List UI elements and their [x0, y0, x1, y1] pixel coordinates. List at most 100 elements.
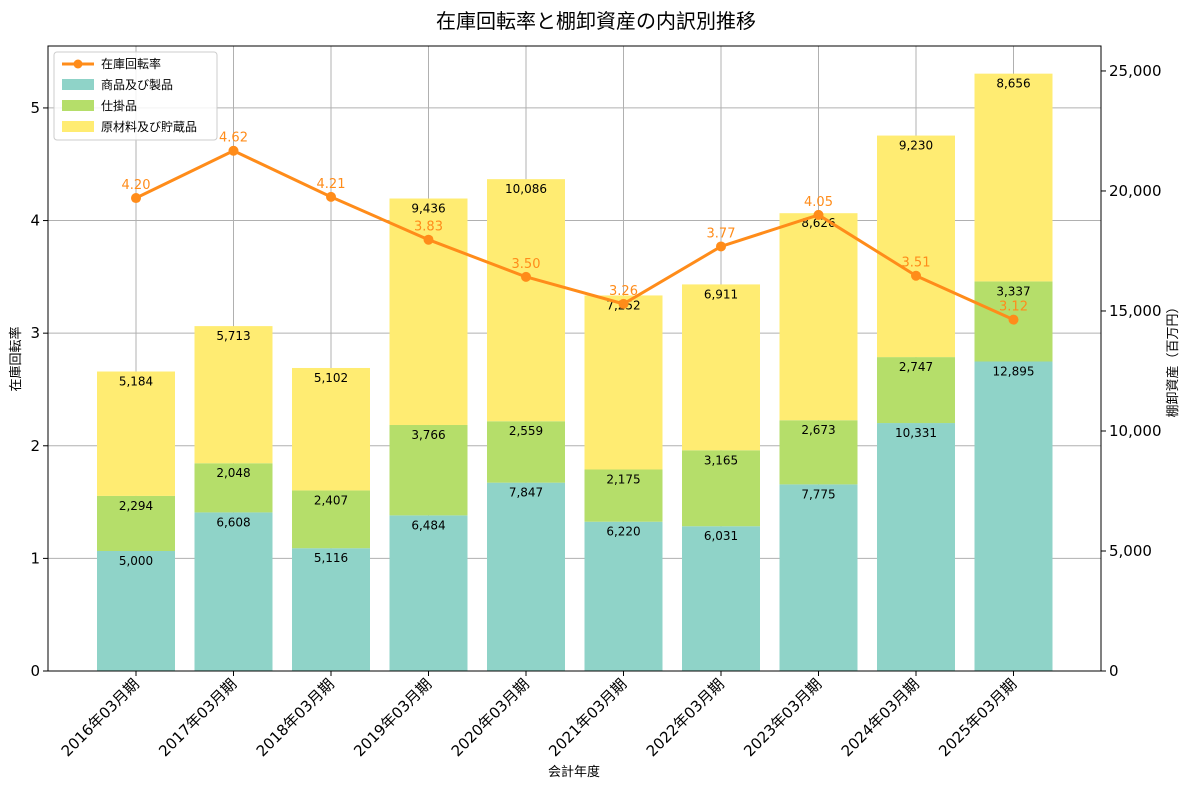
bar-1-6	[682, 450, 760, 527]
bar-label-0-4: 7,847	[509, 486, 543, 500]
turnover-label-6: 3.77	[707, 226, 736, 241]
turnover-point-0	[131, 193, 141, 204]
bar-label-2-6: 6,911	[704, 287, 738, 301]
turnover-label-4: 3.50	[512, 257, 541, 272]
turnover-polyline	[135, 149, 1015, 322]
bar-label-1-1: 2,048	[216, 466, 250, 480]
bar-0-3	[389, 515, 468, 671]
bar-label-2-4: 10,086	[505, 182, 547, 196]
left-tick-label-1: 1	[30, 549, 40, 567]
turnover-point-7	[813, 209, 824, 220]
bar-label-2-3: 9,436	[411, 202, 445, 216]
bar-label-0-0: 5,000	[119, 554, 153, 568]
legend-label-line: 在庫回転率	[101, 56, 161, 71]
bar-label-1-7: 2,673	[801, 423, 835, 437]
x-tick-label-9: 2025年03月期	[935, 675, 1020, 760]
bar-2-0	[97, 371, 175, 496]
turnover-point-8	[911, 270, 921, 281]
turnover-label-7: 4.05	[804, 195, 833, 210]
x-tick-label-7: 2023年03月期	[740, 675, 825, 760]
right-tick-label-4: 20,000	[1109, 182, 1162, 200]
legend-label-finished-goods: 商品及び製品	[101, 77, 173, 92]
bar-label-2-8: 9,230	[899, 139, 933, 153]
right-tick-label-2: 10,000	[1109, 422, 1162, 440]
x-tick-label-0: 2016年03月期	[58, 675, 143, 760]
x-tick-label-3: 2019年03月期	[350, 675, 435, 760]
bar-2-1	[194, 326, 273, 464]
left-tick-label-2: 2	[30, 437, 40, 455]
x-tick-label-5: 2021年03月期	[545, 675, 630, 760]
bar-2-8	[877, 135, 955, 358]
left-tick-label-5: 5	[30, 99, 40, 117]
bar-1-0	[97, 495, 175, 551]
bar-0-7	[779, 484, 858, 671]
bar-label-2-0: 5,184	[119, 375, 153, 389]
bar-label-0-5: 6,220	[606, 525, 640, 539]
turnover-label-9: 3.12	[999, 300, 1028, 315]
bar-2-7	[779, 213, 858, 421]
legend-frame	[53, 51, 218, 141]
bar-label-1-9: 3,337	[996, 284, 1030, 298]
bar-label-1-5: 2,175	[606, 473, 640, 487]
left-axis-title: 在庫回転率	[8, 326, 24, 391]
legend-label-raw-materials: 原材料及び貯蔵品	[101, 120, 197, 134]
bar-label-0-9: 12,895	[993, 365, 1035, 379]
turnover-point-2	[326, 191, 336, 202]
bar-label-0-3: 6,484	[411, 518, 445, 532]
turnover-label-8: 3.51	[902, 256, 931, 271]
bar-label-1-2: 2,407	[314, 493, 348, 507]
bar-label-0-1: 6,608	[216, 515, 250, 529]
bar-label-1-0: 2,294	[119, 499, 153, 513]
bar-0-1	[194, 512, 273, 671]
x-tick-label-8: 2024年03月期	[838, 675, 923, 760]
bar-label-1-4: 2,559	[509, 424, 543, 438]
bar-1-1	[194, 463, 273, 513]
right-tick-label-5: 25,000	[1109, 62, 1162, 80]
bar-0-8	[877, 423, 955, 671]
bar-label-2-1: 5,713	[216, 329, 250, 343]
x-tick-label-1: 2017年03月期	[155, 675, 240, 760]
bar-0-6	[682, 526, 760, 671]
bar-value-labels: 5,000 2,294 5,184 6,608 2,048 5,713 5,116 2,407…	[119, 77, 1035, 568]
plot-frame	[47, 45, 1102, 672]
turnover-point-9	[1008, 314, 1019, 325]
left-tick-label-0: 0	[30, 662, 40, 680]
bar-1-8	[877, 357, 955, 424]
bar-label-0-8: 10,331	[895, 426, 937, 440]
legend-line-marker	[73, 59, 83, 69]
legend-swatch-raw-materials	[62, 121, 94, 132]
turnover-label-2: 4.21	[317, 177, 346, 192]
bar-label-1-8: 2,747	[899, 360, 933, 374]
turnover-point-1	[228, 145, 239, 156]
x-tick-label-2: 2018年03月期	[253, 675, 338, 760]
right-tick-label-0: 0	[1109, 662, 1119, 680]
turnover-line: 4.20 4.62 4.21 3.83 3.50 3.26 3.77 4.05 3.51 3.12	[122, 131, 1028, 325]
legend-swatch-finished-goods	[62, 79, 94, 90]
bar-label-2-2: 5,102	[314, 371, 348, 385]
x-tick-label-6: 2022年03月期	[643, 675, 728, 760]
bar-1-7	[779, 420, 858, 485]
chart-title: 在庫回転率と棚卸資産の内訳別推移	[436, 9, 756, 33]
bars	[97, 73, 1053, 671]
bar-label-0-6: 6,031	[704, 529, 738, 543]
bar-label-1-3: 3,766	[411, 428, 445, 442]
turnover-point-3	[423, 234, 434, 245]
turnover-label-5: 3.26	[609, 284, 638, 299]
bar-0-0	[97, 550, 175, 671]
legend-label-wip: 仕掛品	[101, 98, 137, 113]
right-axis-title: 棚卸資産（百万円）	[1165, 300, 1181, 417]
turnover-label-1: 4.62	[219, 131, 248, 146]
turnover-point-4	[521, 271, 531, 282]
bar-2-9	[974, 73, 1053, 282]
bar-label-2-9: 8,656	[996, 77, 1030, 91]
turnover-label-3: 3.83	[414, 220, 443, 235]
x-axis-title: 会計年度	[548, 764, 600, 780]
bar-1-2	[292, 490, 370, 549]
right-tick-label-3: 15,000	[1109, 302, 1162, 320]
bar-label-1-6: 3,165	[704, 453, 738, 467]
bar-2-4	[487, 179, 565, 422]
right-tick-label-1: 5,000	[1109, 542, 1152, 560]
bar-1-3	[389, 424, 468, 516]
bar-0-5	[584, 521, 663, 671]
